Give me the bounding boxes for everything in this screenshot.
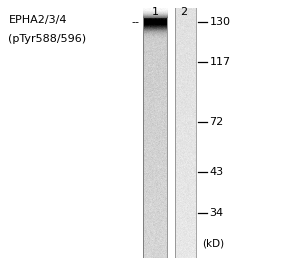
Text: (kD): (kD)	[202, 239, 224, 249]
Text: 2: 2	[181, 7, 188, 17]
Text: 34: 34	[209, 208, 224, 218]
Text: EPHA2/3/4: EPHA2/3/4	[8, 15, 67, 25]
Text: 130: 130	[209, 17, 230, 27]
Text: (pTyr588/596): (pTyr588/596)	[8, 34, 87, 44]
Text: 43: 43	[209, 167, 224, 177]
Text: 117: 117	[209, 57, 231, 67]
Text: 1: 1	[151, 7, 158, 17]
Text: 72: 72	[209, 117, 224, 127]
Text: --: --	[132, 17, 140, 27]
